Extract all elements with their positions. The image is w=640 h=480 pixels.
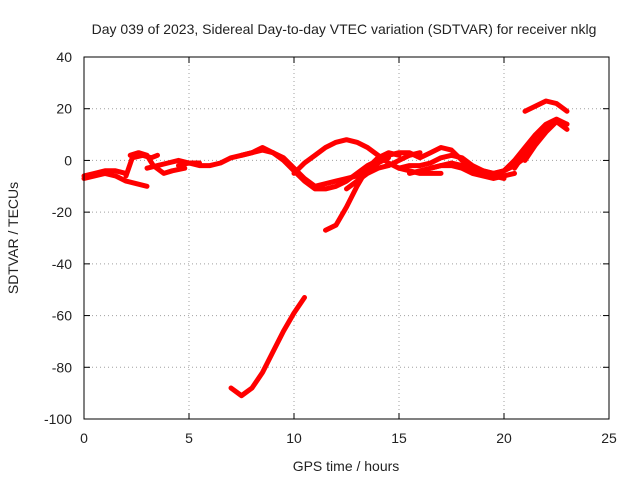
x-tick-label: 25 — [601, 430, 617, 446]
y-axis-label: SDTVAR / TECUs — [5, 182, 21, 294]
y-tick-label: 40 — [56, 49, 72, 65]
series-arc-18 — [522, 98, 570, 114]
series-arc-13 — [407, 163, 517, 181]
data-series — [81, 98, 570, 399]
series-arc-2 — [81, 168, 129, 179]
series-arc-15 — [480, 116, 570, 176]
axes: 0 5 10 15 20 25 -100 -80 -60 -40 -20 0 20 40 — [44, 49, 617, 446]
y-tick-label: -40 — [52, 256, 72, 272]
y-tick-label: -80 — [52, 359, 72, 375]
y-tick-label: -100 — [44, 411, 72, 427]
grid — [84, 57, 609, 419]
x-tick-label: 10 — [286, 430, 302, 446]
x-tick-label: 5 — [185, 430, 193, 446]
series-arc-17 — [522, 119, 570, 163]
y-tick-label: 0 — [64, 152, 72, 168]
chart-title: Day 039 of 2023, Sidereal Day-to-day VTE… — [92, 21, 597, 37]
x-tick-label: 15 — [391, 430, 407, 446]
series-arc-19 — [228, 295, 307, 399]
y-tick-label: 20 — [56, 101, 72, 117]
plot-frame — [83, 56, 610, 420]
x-axis-label: GPS time / hours — [293, 458, 400, 474]
x-tick-label: 20 — [496, 430, 512, 446]
y-tick-label: -60 — [52, 308, 72, 324]
y-tick-label: -20 — [52, 204, 72, 220]
x-tick-label: 0 — [80, 430, 88, 446]
series-arc-10 — [344, 150, 423, 192]
